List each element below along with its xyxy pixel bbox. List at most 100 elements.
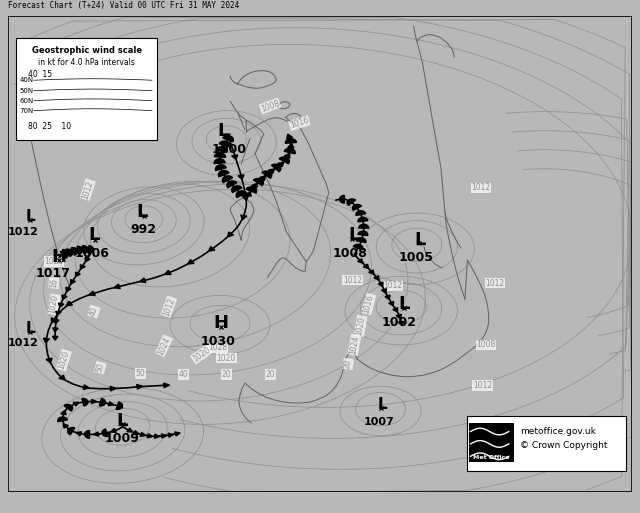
Polygon shape (114, 284, 120, 289)
Polygon shape (218, 170, 229, 176)
Polygon shape (339, 195, 344, 203)
Text: L: L (349, 226, 360, 244)
Polygon shape (59, 375, 65, 380)
Polygon shape (223, 135, 234, 142)
Polygon shape (147, 433, 152, 438)
Text: 1006: 1006 (75, 247, 109, 260)
Text: Geostrophic wind scale: Geostrophic wind scale (31, 46, 141, 55)
Polygon shape (232, 186, 242, 192)
Polygon shape (260, 176, 266, 181)
Polygon shape (214, 159, 225, 164)
Polygon shape (396, 314, 401, 319)
Polygon shape (279, 157, 289, 164)
Polygon shape (108, 402, 114, 406)
Polygon shape (356, 238, 366, 243)
Text: L: L (26, 321, 35, 336)
Text: 50: 50 (95, 362, 106, 373)
Polygon shape (353, 244, 363, 249)
Text: L: L (378, 397, 387, 412)
Polygon shape (44, 338, 49, 343)
Text: 1012: 1012 (472, 183, 491, 192)
Text: 1008: 1008 (333, 247, 367, 260)
Polygon shape (398, 321, 404, 326)
Text: 80  25    10: 80 25 10 (28, 122, 71, 131)
Polygon shape (175, 432, 180, 436)
Text: 1020: 1020 (217, 354, 236, 363)
Text: 1000: 1000 (212, 143, 247, 156)
Text: H: H (51, 248, 67, 266)
Polygon shape (62, 295, 67, 299)
Text: L: L (399, 295, 410, 313)
Text: 16: 16 (49, 278, 59, 288)
Polygon shape (88, 246, 93, 253)
Text: L: L (116, 412, 127, 430)
Polygon shape (83, 246, 88, 253)
Polygon shape (80, 265, 85, 269)
Polygon shape (284, 153, 290, 158)
Text: 1024: 1024 (348, 334, 360, 355)
Text: L: L (88, 226, 100, 244)
Polygon shape (278, 162, 284, 167)
Polygon shape (61, 410, 66, 415)
Polygon shape (154, 434, 159, 438)
Bar (17, 38, 157, 140)
Text: 1005: 1005 (398, 251, 433, 264)
Bar (468, 423, 514, 462)
Polygon shape (358, 259, 363, 263)
Polygon shape (288, 144, 294, 148)
Text: 20: 20 (343, 359, 353, 369)
Polygon shape (66, 301, 72, 306)
Polygon shape (358, 218, 368, 222)
Polygon shape (83, 385, 89, 389)
Text: 40  15: 40 15 (28, 70, 52, 79)
Text: metoffice.gov.uk: metoffice.gov.uk (520, 427, 596, 436)
Polygon shape (246, 187, 257, 193)
Polygon shape (116, 402, 122, 409)
Polygon shape (140, 432, 146, 437)
Bar (467, 416, 626, 470)
Polygon shape (214, 153, 225, 157)
Polygon shape (77, 246, 83, 254)
Text: L: L (414, 231, 426, 249)
Text: 1030: 1030 (200, 334, 235, 348)
Polygon shape (219, 141, 230, 147)
Polygon shape (168, 433, 173, 437)
Text: 1020: 1020 (191, 345, 212, 364)
Polygon shape (133, 430, 139, 435)
Text: 1020: 1020 (44, 257, 63, 266)
Text: 1012: 1012 (343, 275, 362, 285)
Polygon shape (358, 231, 368, 235)
Text: in kt for 4.0 hPa intervals: in kt for 4.0 hPa intervals (38, 58, 135, 67)
Text: 1020: 1020 (355, 315, 367, 336)
Polygon shape (93, 432, 99, 436)
Polygon shape (89, 291, 95, 295)
Polygon shape (73, 402, 79, 406)
Polygon shape (236, 191, 246, 198)
Polygon shape (140, 278, 146, 283)
Text: 1008: 1008 (477, 341, 496, 349)
Text: 50: 50 (135, 369, 145, 378)
Text: 1028: 1028 (208, 343, 227, 352)
Polygon shape (227, 181, 237, 188)
Polygon shape (137, 385, 143, 389)
Polygon shape (238, 175, 244, 180)
Polygon shape (84, 430, 90, 438)
Polygon shape (378, 282, 383, 286)
Polygon shape (51, 318, 57, 323)
Polygon shape (85, 258, 90, 262)
Text: 1017: 1017 (35, 267, 70, 280)
Polygon shape (209, 247, 215, 251)
Polygon shape (364, 264, 369, 268)
Polygon shape (164, 270, 171, 274)
Polygon shape (71, 248, 78, 255)
Text: 1012: 1012 (161, 297, 177, 318)
Text: 1002: 1002 (382, 315, 417, 328)
Text: 40: 40 (88, 306, 100, 318)
Polygon shape (92, 400, 97, 404)
Text: Forecast Chart (T+24) Valid 00 UTC Fri 31 MAY 2024: Forecast Chart (T+24) Valid 00 UTC Fri 3… (8, 1, 239, 10)
Polygon shape (347, 199, 356, 205)
Polygon shape (66, 287, 71, 291)
Text: 40: 40 (179, 370, 189, 379)
Polygon shape (243, 195, 248, 200)
Polygon shape (63, 424, 68, 428)
